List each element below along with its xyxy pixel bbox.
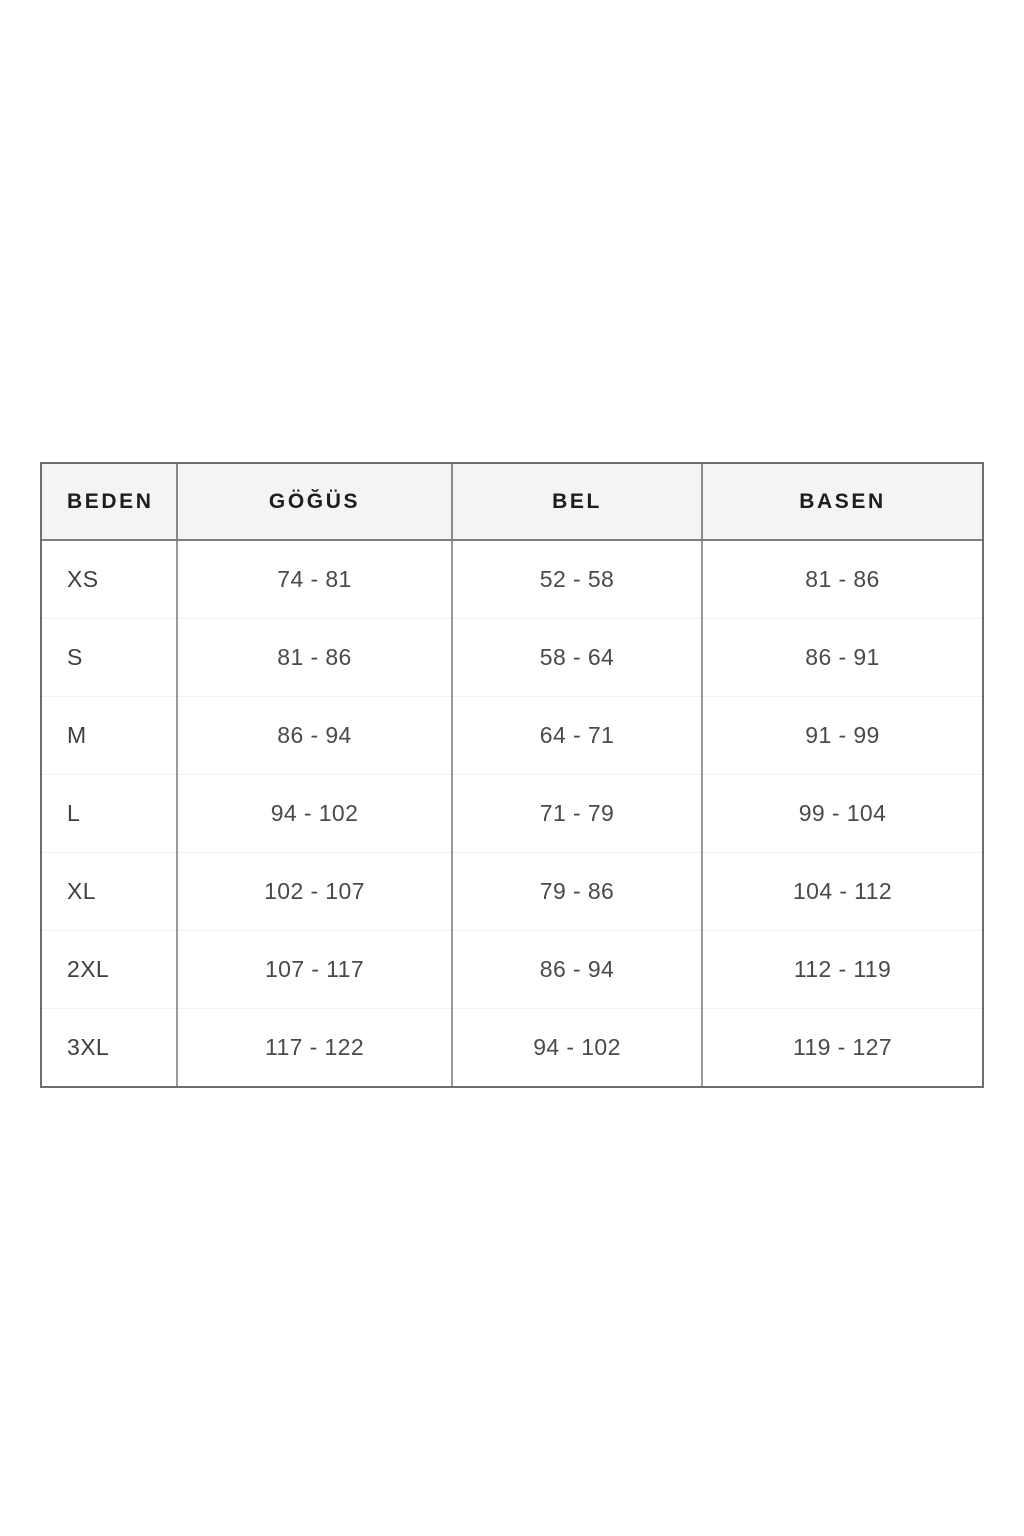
cell-gogus: 81 - 86 [177, 618, 453, 697]
cell-bel: 58 - 64 [452, 618, 703, 697]
cell-gogus: 74 - 81 [177, 540, 453, 619]
cell-bel: 71 - 79 [452, 774, 703, 853]
column-header-beden: BEDEN [42, 464, 178, 541]
cell-bel: 52 - 58 [452, 540, 703, 619]
cell-basen: 81 - 86 [702, 540, 982, 619]
cell-gogus: 102 - 107 [177, 852, 453, 931]
cell-gogus: 86 - 94 [177, 696, 453, 775]
cell-beden: XS [42, 540, 178, 619]
cell-basen: 112 - 119 [702, 930, 982, 1009]
cell-beden: L [42, 774, 178, 853]
table-row: XS 74 - 81 52 - 58 81 - 86 [42, 540, 982, 619]
cell-gogus: 117 - 122 [177, 1008, 453, 1086]
cell-beden: 3XL [42, 1008, 178, 1086]
column-header-basen: BASEN [702, 464, 982, 541]
table-row: XL 102 - 107 79 - 86 104 - 112 [42, 852, 982, 931]
cell-basen: 119 - 127 [702, 1008, 982, 1086]
cell-bel: 79 - 86 [452, 852, 703, 931]
table-body: XS 74 - 81 52 - 58 81 - 86 S 81 - 86 58 … [42, 540, 982, 1086]
table-row: 3XL 117 - 122 94 - 102 119 - 127 [42, 1008, 982, 1086]
cell-gogus: 94 - 102 [177, 774, 453, 853]
cell-beden: XL [42, 852, 178, 931]
cell-beden: S [42, 618, 178, 697]
table-row: M 86 - 94 64 - 71 91 - 99 [42, 696, 982, 775]
table-row: S 81 - 86 58 - 64 86 - 91 [42, 618, 982, 697]
cell-bel: 94 - 102 [452, 1008, 703, 1086]
cell-beden: M [42, 696, 178, 775]
size-table: BEDEN GÖĞÜS BEL BASEN XS 74 - 81 52 - 58… [42, 464, 982, 1086]
cell-basen: 91 - 99 [702, 696, 982, 775]
table-row: L 94 - 102 71 - 79 99 - 104 [42, 774, 982, 853]
table-header-row: BEDEN GÖĞÜS BEL BASEN [42, 464, 982, 541]
cell-basen: 86 - 91 [702, 618, 982, 697]
cell-basen: 99 - 104 [702, 774, 982, 853]
size-chart-table: BEDEN GÖĞÜS BEL BASEN XS 74 - 81 52 - 58… [40, 462, 984, 1088]
column-header-gogus: GÖĞÜS [177, 464, 453, 541]
cell-gogus: 107 - 117 [177, 930, 453, 1009]
cell-bel: 64 - 71 [452, 696, 703, 775]
cell-bel: 86 - 94 [452, 930, 703, 1009]
column-header-bel: BEL [452, 464, 703, 541]
cell-beden: 2XL [42, 930, 178, 1009]
cell-basen: 104 - 112 [702, 852, 982, 931]
table-header: BEDEN GÖĞÜS BEL BASEN [42, 464, 982, 541]
table-row: 2XL 107 - 117 86 - 94 112 - 119 [42, 930, 982, 1009]
